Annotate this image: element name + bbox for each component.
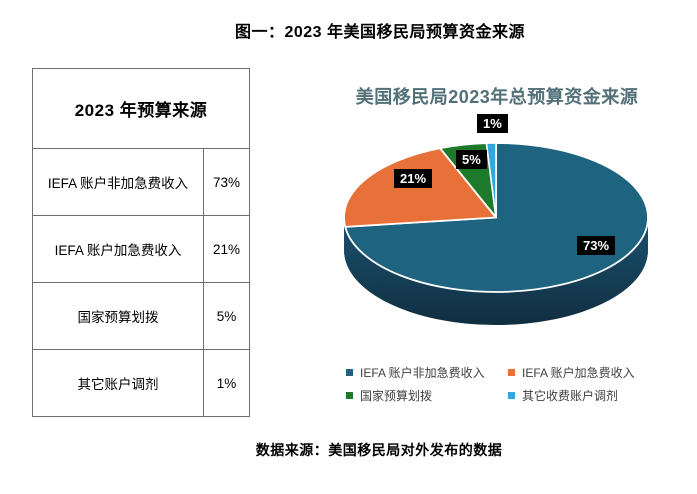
row-value: 21% [212, 241, 241, 257]
legend-item: IEFA 账户非加急费收入 [346, 364, 508, 381]
budget-source-table: 2023 年预算来源 IEFA 账户非加急费收入 73% IEFA 账户加急费收… [32, 68, 250, 417]
pie-data-label-73: 73% [577, 236, 616, 255]
row-label: IEFA 账户加急费收入 [33, 216, 204, 282]
row-label: IEFA 账户非加急费收入 [33, 149, 204, 215]
table-row: 国家预算划拨 5% [33, 283, 249, 350]
pie-side-wall [344, 217, 648, 325]
row-value: 5% [216, 308, 237, 324]
data-source-note: 数据来源：美国移民局对外发布的数据 [255, 442, 503, 458]
row-value: 1% [216, 375, 237, 391]
legend-label: IEFA 账户非加急费收入 [360, 366, 485, 380]
row-label: 国家预算划拨 [33, 283, 204, 349]
pie-data-label-5: 5% [456, 150, 487, 169]
legend-swatch-icon [508, 392, 515, 399]
pie-data-label-1: 1% [477, 114, 508, 133]
legend-swatch-icon [346, 392, 353, 399]
chart-legend: IEFA 账户非加急费收入 IEFA 账户加急费收入 国家预算划拨 其它收费账户… [346, 364, 635, 404]
pie-slice-other-accounts [485, 142, 497, 219]
legend-label: 国家预算划拨 [360, 389, 433, 403]
table-header: 2023 年预算来源 [33, 69, 249, 149]
row-label: 其它账户调剂 [33, 350, 204, 416]
table-row: 其它账户调剂 1% [33, 350, 249, 416]
legend-item: 其它收费账户调剂 [508, 387, 635, 404]
legend-item: 国家预算划拨 [346, 387, 508, 404]
chart-title: 美国移民局2023年总预算资金来源 [355, 87, 639, 107]
table-row: IEFA 账户加急费收入 21% [33, 216, 249, 283]
row-value: 73% [212, 174, 241, 190]
legend-label: 其它收费账户调剂 [522, 389, 619, 403]
legend-swatch-icon [508, 369, 515, 376]
legend-item: IEFA 账户加急费收入 [508, 364, 635, 381]
table-row: IEFA 账户非加急费收入 73% [33, 149, 249, 216]
legend-label: IEFA 账户加急费收入 [522, 366, 635, 380]
pie-3d-chart [343, 142, 649, 325]
pie-data-label-21: 21% [394, 169, 433, 188]
figure-title: 图一：2023 年美国移民局预算资金来源 [234, 24, 526, 41]
legend-swatch-icon [346, 369, 353, 376]
